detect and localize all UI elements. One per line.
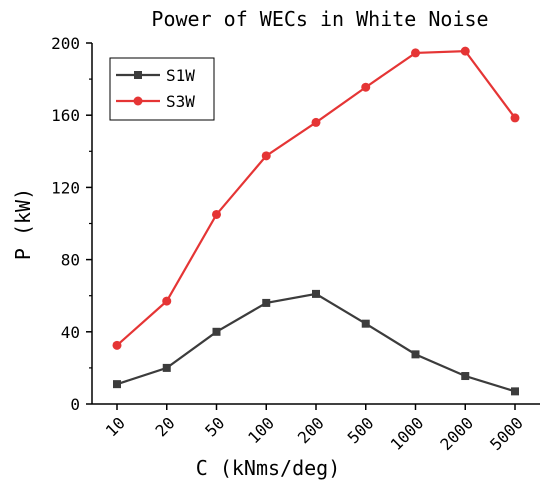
x-tick-label: 2000: [436, 413, 477, 454]
data-point-s1w: [262, 298, 271, 307]
data-point-s1w: [212, 327, 221, 336]
data-point-s3w: [212, 209, 221, 219]
y-tick-label: 200: [51, 34, 80, 53]
y-tick-label: 80: [61, 251, 80, 270]
x-tick-label: 200: [294, 413, 328, 447]
data-point-s1w: [113, 380, 121, 389]
y-tick-label: 0: [70, 395, 80, 414]
x-axis-label: C (kNms/deg): [196, 456, 341, 480]
x-tick-label: 5000: [486, 413, 527, 454]
data-point-s1w: [411, 350, 420, 359]
legend-label-s1w: S1W: [166, 66, 195, 85]
legend-box: [109, 57, 215, 121]
data-point-s3w: [311, 117, 321, 127]
y-axis-label: P (kW): [11, 188, 35, 260]
y-tick-label: 120: [51, 178, 80, 197]
data-point-s1w: [312, 289, 320, 298]
y-tick-label: 40: [61, 323, 80, 342]
data-point-s1w: [361, 319, 370, 328]
data-point-s1w: [162, 363, 171, 372]
x-tick-label: 1000: [387, 413, 428, 454]
data-point-s3w: [261, 151, 271, 161]
series-group: [112, 46, 520, 396]
data-point-s3w: [112, 340, 122, 350]
data-point-s3w: [361, 82, 371, 92]
data-point-s3w: [460, 46, 470, 56]
x-ticks: 10 20 50 100 200 500 1000 2000 5000: [102, 404, 527, 454]
x-tick-label: 10: [102, 413, 129, 440]
y-tick-label: 160: [51, 106, 80, 125]
data-point-s3w: [411, 48, 420, 58]
x-tick-label: 500: [344, 413, 378, 447]
series-line-s1w: [116, 292, 516, 393]
legend-marker-s1w: [134, 71, 142, 79]
data-point-s1w: [461, 372, 470, 381]
data-point-s3w: [162, 296, 172, 306]
x-tick-label: 50: [201, 413, 228, 440]
data-point-s1w: [511, 387, 519, 396]
legend-marker-s3w: [133, 96, 143, 106]
data-point-s3w: [510, 113, 520, 123]
x-tick-label: 100: [244, 413, 278, 447]
y-ticks: 0 40 80 120 160 200: [51, 34, 92, 414]
x-tick-label: 20: [152, 413, 179, 440]
chart-title: Power of WECs in White Noise: [151, 7, 488, 31]
legend-label-s3w: S3W: [166, 92, 195, 111]
